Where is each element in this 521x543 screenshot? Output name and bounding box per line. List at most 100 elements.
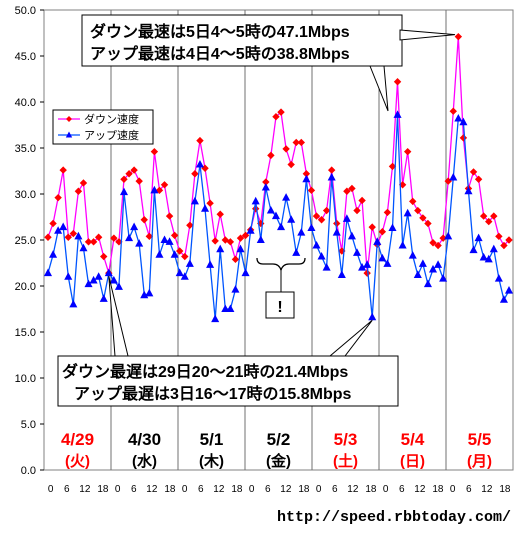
- upload-point: [190, 196, 199, 205]
- day-date-label: 5/4: [401, 430, 425, 449]
- download-point: [368, 223, 376, 231]
- upload-point: [464, 186, 473, 195]
- day-date-label: 4/30: [128, 430, 161, 449]
- day-date-label: 5/5: [468, 430, 492, 449]
- day-date-label: 5/1: [200, 430, 224, 449]
- upload-point: [469, 245, 478, 254]
- y-tick-label: 40.0: [15, 97, 36, 109]
- exclamation-box: [265, 291, 295, 319]
- upload-point: [393, 110, 402, 118]
- max-upload-text: アップ最速は4日4～5時の38.8Mbps: [90, 44, 350, 63]
- upload-point: [231, 285, 240, 293]
- max-upload-pointer: [369, 65, 389, 112]
- upload-point: [322, 263, 331, 271]
- upload-point: [155, 250, 164, 258]
- download-point: [176, 247, 184, 255]
- x-tick-label: 0: [383, 484, 389, 495]
- upload-point: [43, 268, 53, 277]
- download-point: [505, 236, 513, 244]
- download-point: [89, 238, 98, 246]
- day-weekday-label: (火): [65, 453, 90, 470]
- upload-point: [256, 235, 265, 243]
- upload-point: [59, 222, 68, 231]
- source-credit[interactable]: http://speed.rbbtoday.com/: [276, 509, 511, 526]
- x-tick-label: 18: [432, 484, 444, 495]
- x-tick-label: 6: [399, 484, 405, 495]
- x-tick-label: 0: [115, 484, 121, 495]
- upload-point: [266, 205, 275, 214]
- max-download-text: ダウン最速は5日4～5時の47.1Mbps: [90, 22, 350, 41]
- x-tick-label: 0: [182, 484, 188, 495]
- upload-point: [261, 182, 270, 191]
- upload-point: [398, 240, 407, 249]
- download-point: [135, 177, 143, 185]
- download-point: [353, 206, 361, 215]
- x-tick-label: 18: [231, 484, 243, 495]
- upload-point: [297, 228, 306, 236]
- download-point: [267, 151, 275, 160]
- upload-point: [312, 240, 321, 249]
- upload-point: [54, 226, 63, 234]
- download-point: [211, 237, 219, 245]
- upload-point: [327, 172, 336, 181]
- upload-point: [337, 270, 346, 278]
- download-point: [130, 166, 138, 174]
- upload-point: [221, 304, 230, 312]
- download-point: [221, 236, 230, 244]
- upload-point: [94, 272, 103, 280]
- x-tick-label: 12: [414, 484, 426, 495]
- download-point: [434, 241, 442, 250]
- upload-point: [479, 252, 488, 261]
- upload-point: [413, 270, 422, 278]
- upload-point: [74, 231, 83, 240]
- y-tick-label: 10.0: [15, 373, 36, 385]
- download-point: [196, 136, 204, 145]
- upload-point: [211, 314, 220, 323]
- upload-point: [99, 294, 108, 302]
- min-download-text: ダウン最遅は29日20～21時の21.4Mbps: [62, 362, 348, 381]
- download-point: [307, 186, 316, 195]
- upload-point: [145, 288, 154, 297]
- x-tick-label: 0: [450, 484, 456, 495]
- upload-point: [84, 279, 93, 288]
- upload-point: [216, 244, 225, 253]
- download-point: [84, 238, 93, 246]
- download-point: [358, 196, 366, 205]
- upload-point: [484, 254, 493, 263]
- y-tick-label: 50.0: [15, 5, 36, 17]
- download-point: [186, 221, 194, 229]
- legend-marker-download: [66, 116, 72, 122]
- download-point: [272, 113, 280, 121]
- legend-label-upload: アップ速度: [84, 128, 139, 142]
- upload-point: [408, 251, 417, 259]
- download-point: [409, 197, 417, 206]
- upload-point: [403, 208, 412, 217]
- download-point: [125, 170, 133, 178]
- upload-point: [352, 248, 362, 256]
- download-point: [388, 162, 397, 171]
- download-point: [414, 206, 422, 215]
- x-tick-label: 18: [499, 484, 511, 495]
- upload-point: [246, 226, 255, 234]
- upload-point: [454, 113, 463, 122]
- y-tick-label: 30.0: [15, 189, 36, 201]
- x-tick-label: 6: [64, 484, 70, 495]
- download-point: [79, 179, 88, 187]
- download-point: [49, 219, 57, 228]
- x-tick-label: 12: [280, 484, 292, 495]
- day-date-label: 4/29: [61, 430, 94, 449]
- upload-point: [307, 223, 316, 232]
- download-point: [419, 214, 427, 222]
- upload-point: [226, 304, 235, 312]
- upload-point: [185, 259, 194, 267]
- x-tick-label: 6: [466, 484, 472, 495]
- upload-point: [165, 237, 174, 245]
- upload-point: [342, 214, 351, 222]
- upload-point: [114, 282, 123, 290]
- day-weekday-label: (月): [467, 453, 492, 470]
- y-tick-label: 45.0: [15, 51, 36, 63]
- upload-point: [160, 235, 169, 243]
- download-point: [277, 108, 285, 116]
